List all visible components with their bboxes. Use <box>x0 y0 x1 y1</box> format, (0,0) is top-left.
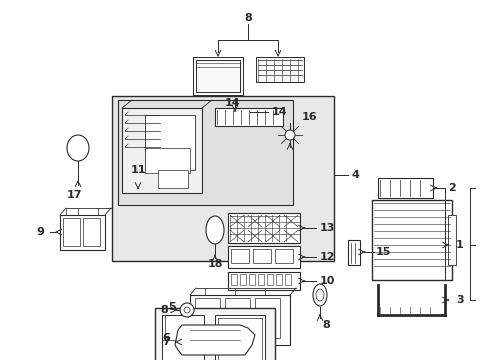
Ellipse shape <box>205 216 224 244</box>
Ellipse shape <box>315 289 324 301</box>
Bar <box>162 315 203 360</box>
Bar <box>218 318 262 360</box>
Text: 2: 2 <box>447 183 455 193</box>
Text: 10: 10 <box>319 276 335 286</box>
Bar <box>83 218 100 246</box>
Bar <box>256 57 304 82</box>
Text: 15: 15 <box>375 247 390 257</box>
Circle shape <box>180 303 194 317</box>
Bar <box>155 308 274 360</box>
Bar <box>118 100 292 205</box>
Bar <box>145 148 190 173</box>
Bar <box>275 274 282 285</box>
Bar <box>215 108 283 126</box>
Text: 3: 3 <box>455 295 463 305</box>
Bar <box>227 213 299 243</box>
Ellipse shape <box>312 284 326 306</box>
Bar <box>285 274 290 285</box>
Bar <box>230 249 248 263</box>
Bar <box>240 274 245 285</box>
Bar <box>274 249 292 263</box>
Bar <box>112 96 333 261</box>
Polygon shape <box>67 135 89 161</box>
Bar <box>252 249 270 263</box>
Text: 17: 17 <box>66 190 81 200</box>
Text: 6: 6 <box>162 333 169 343</box>
Text: 9: 9 <box>36 227 44 237</box>
Bar <box>215 315 264 360</box>
Bar <box>193 57 243 95</box>
Text: 18: 18 <box>207 259 223 269</box>
Text: 1: 1 <box>455 240 463 250</box>
Bar <box>248 274 254 285</box>
Text: 12: 12 <box>319 252 335 262</box>
Bar <box>230 274 237 285</box>
Bar <box>347 240 359 265</box>
Bar <box>145 115 195 170</box>
Bar <box>190 295 289 345</box>
Bar <box>60 215 105 250</box>
Bar <box>254 298 280 338</box>
Circle shape <box>285 130 294 140</box>
Text: 14: 14 <box>271 107 287 117</box>
Bar <box>227 272 299 290</box>
Text: 7: 7 <box>162 337 170 347</box>
Bar <box>158 170 187 188</box>
Text: 14: 14 <box>224 98 239 108</box>
Text: 8: 8 <box>244 13 251 23</box>
Text: 5: 5 <box>168 302 176 312</box>
Bar <box>258 274 264 285</box>
Text: 13: 13 <box>319 223 335 233</box>
Bar <box>227 246 299 268</box>
Text: 8: 8 <box>160 305 168 315</box>
Bar <box>447 215 455 265</box>
Bar <box>371 200 451 280</box>
Bar <box>122 108 202 193</box>
Bar <box>195 298 220 338</box>
Bar <box>63 218 80 246</box>
Text: 11: 11 <box>130 165 145 175</box>
Polygon shape <box>175 325 254 355</box>
Text: 4: 4 <box>351 170 359 180</box>
Text: 16: 16 <box>302 112 317 122</box>
Bar <box>196 60 240 92</box>
Bar <box>266 274 272 285</box>
Text: 8: 8 <box>321 320 329 330</box>
Bar <box>224 298 249 338</box>
Bar <box>377 178 432 198</box>
